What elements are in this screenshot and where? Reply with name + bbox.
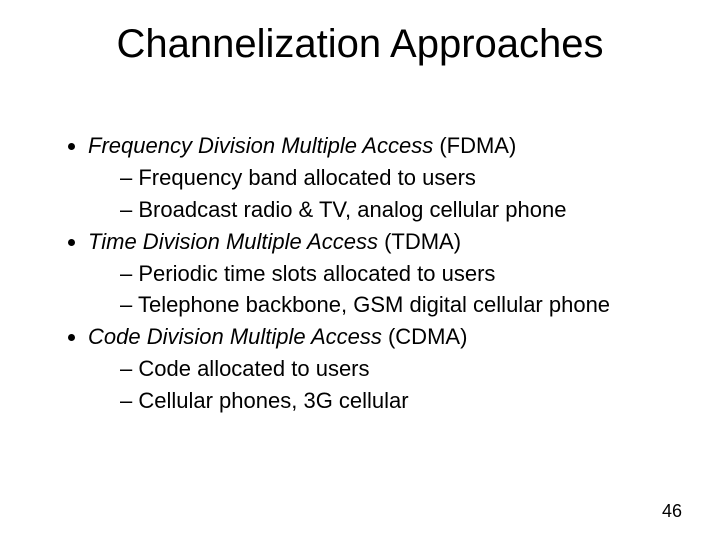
bullet-cdma-suffix: (CDMA) bbox=[382, 324, 468, 349]
bullet-fdma-sublist: Frequency band allocated to users Broadc… bbox=[88, 162, 680, 226]
slide: Channelization Approaches Frequency Divi… bbox=[0, 0, 720, 540]
bullet-fdma-sub2: Broadcast radio & TV, analog cellular ph… bbox=[120, 194, 680, 226]
bullet-fdma-sub1: Frequency band allocated to users bbox=[120, 162, 680, 194]
bullet-cdma-sublist: Code allocated to users Cellular phones,… bbox=[88, 353, 680, 417]
bullet-tdma-sublist: Periodic time slots allocated to users T… bbox=[88, 258, 680, 322]
bullet-fdma: Frequency Division Multiple Access (FDMA… bbox=[88, 130, 680, 226]
slide-title: Channelization Approaches bbox=[0, 22, 720, 67]
slide-content: Frequency Division Multiple Access (FDMA… bbox=[60, 130, 680, 417]
bullet-fdma-suffix: (FDMA) bbox=[433, 133, 516, 158]
bullet-tdma-term: Time Division Multiple Access bbox=[88, 229, 378, 254]
bullet-tdma-sub2: Telephone backbone, GSM digital cellular… bbox=[120, 289, 680, 321]
bullet-tdma: Time Division Multiple Access (TDMA) Per… bbox=[88, 226, 680, 322]
bullet-tdma-sub1: Periodic time slots allocated to users bbox=[120, 258, 680, 290]
bullet-cdma-term: Code Division Multiple Access bbox=[88, 324, 382, 349]
bullet-tdma-suffix: (TDMA) bbox=[378, 229, 461, 254]
bullet-cdma: Code Division Multiple Access (CDMA) Cod… bbox=[88, 321, 680, 417]
page-number: 46 bbox=[662, 501, 682, 522]
bullet-cdma-sub1: Code allocated to users bbox=[120, 353, 680, 385]
bullet-list: Frequency Division Multiple Access (FDMA… bbox=[60, 130, 680, 417]
bullet-cdma-sub2: Cellular phones, 3G cellular bbox=[120, 385, 680, 417]
bullet-fdma-term: Frequency Division Multiple Access bbox=[88, 133, 433, 158]
